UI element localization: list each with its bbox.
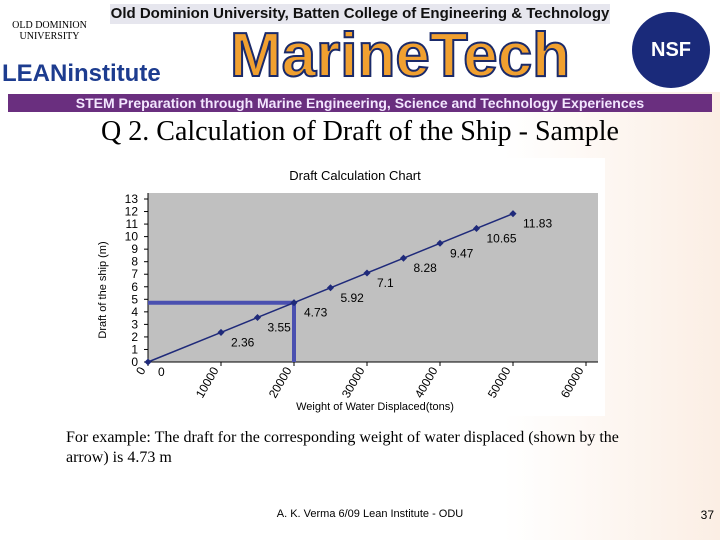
- slide-title: Q 2. Calculation of Draft of the Ship - …: [101, 116, 619, 147]
- data-label: 11.83: [523, 217, 552, 231]
- marker: [363, 269, 371, 277]
- data-label: 3.55: [268, 320, 292, 334]
- y-tick-label: 13: [125, 192, 139, 206]
- data-label: 9.47: [450, 246, 474, 260]
- nsf-logo: NSF: [632, 12, 710, 88]
- marker: [509, 210, 517, 218]
- y-tick-label: 5: [131, 292, 138, 306]
- data-label: 5.92: [341, 291, 365, 305]
- lean-logo: LEANinstitute: [2, 60, 161, 87]
- page-number: 37: [700, 508, 714, 522]
- data-label: 10.65: [487, 231, 517, 245]
- y-tick-label: 10: [125, 230, 139, 244]
- x-axis-label: Weight of Water Displaced(tons): [296, 401, 454, 413]
- chart-title: Draft Calculation Chart: [289, 168, 421, 183]
- marker: [217, 328, 225, 336]
- series-line: [147, 212, 514, 363]
- header: Old Dominion University, Batten College …: [0, 0, 720, 92]
- marker: [436, 239, 444, 247]
- data-label: 2.36: [231, 335, 255, 349]
- marker: [326, 284, 335, 292]
- y-tick-label: 8: [131, 255, 138, 269]
- y-tick-label: 3: [131, 317, 138, 331]
- y-tick-label: 6: [131, 280, 138, 294]
- footer: A. K. Verma 6/09 Lean Institute - ODU: [276, 508, 464, 520]
- body-text: For example: The draft for the correspon…: [66, 429, 619, 466]
- y-tick-label: 0: [131, 355, 138, 369]
- y-tick-label: 9: [131, 242, 138, 256]
- y-tick-label: 2: [131, 330, 138, 344]
- brand: MarineTech: [229, 21, 571, 91]
- y-tick-label: 4: [131, 305, 138, 319]
- university-line: Old Dominion University, Batten College …: [110, 4, 610, 24]
- marker: [472, 224, 481, 233]
- y-tick-label: 12: [125, 205, 139, 219]
- y-tick-label: 7: [131, 267, 138, 281]
- data-label: 7.1: [377, 276, 394, 290]
- marker: [144, 358, 152, 366]
- banner: STEM Preparation through Marine Engineer…: [8, 94, 712, 112]
- y-tick-label: 1: [131, 342, 138, 356]
- marker: [290, 299, 298, 307]
- marker: [253, 313, 262, 322]
- odu-logo: OLD DOMINION UNIVERSITY: [12, 20, 87, 42]
- y-axis-label: Draft of the ship (m): [97, 241, 109, 338]
- data-label: 0: [158, 365, 165, 379]
- y-tick-label: 11: [126, 217, 139, 231]
- data-label: 4.73: [304, 306, 328, 320]
- data-label: 8.28: [414, 261, 438, 275]
